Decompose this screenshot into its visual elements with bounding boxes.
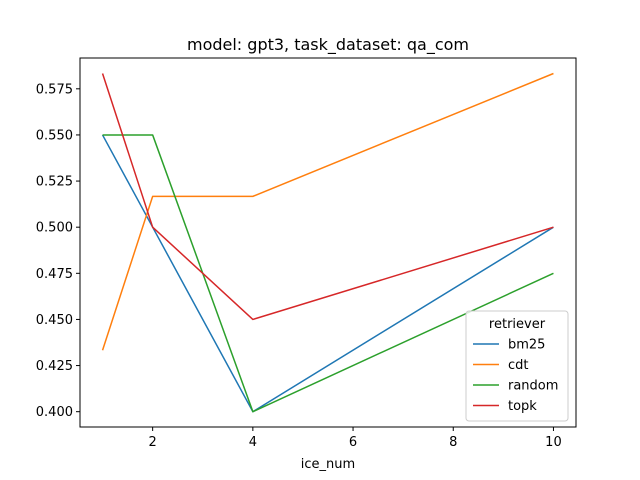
y-tick-label: 0.425: [36, 359, 73, 374]
y-tick-label: 0.475: [36, 267, 73, 282]
plot-frame: [79, 57, 577, 428]
x-tick-label: 6: [349, 435, 357, 450]
x-axis-title: ice_num: [301, 457, 355, 472]
series-line-cdt: [101, 72, 554, 351]
legend-title: retriever: [489, 317, 546, 332]
legend-label-cdt: cdt: [508, 358, 529, 373]
legend-label-random: random: [508, 379, 558, 394]
legend: retriever bm25 cdt random topk: [465, 310, 569, 422]
y-tick-label: 0.450: [36, 313, 73, 328]
x-tick-label: 10: [545, 435, 562, 450]
x-tick-label: 4: [249, 435, 257, 450]
series-layer: [101, 72, 554, 413]
legend-box: [465, 310, 569, 422]
y-tick-label: 0.575: [36, 82, 73, 97]
x-tick-label: 8: [449, 435, 457, 450]
x-axis: 2 4 6 8 10: [149, 427, 562, 450]
x-tick-label: 2: [149, 435, 157, 450]
y-tick-label: 0.400: [36, 405, 73, 420]
series-line-bm25: [101, 134, 554, 413]
legend-label-topk: topk: [508, 399, 537, 414]
y-tick-label: 0.550: [36, 128, 73, 143]
legend-label-bm25: bm25: [508, 338, 545, 353]
chart-title: model: gpt3, task_dataset: qa_com: [187, 35, 469, 55]
series-line-topk: [101, 73, 554, 321]
y-axis: 0.400 0.425 0.450 0.475 0.500 0.525 0.550 0.575: [36, 82, 80, 420]
y-tick-label: 0.525: [36, 175, 73, 190]
y-tick-label: 0.500: [36, 221, 73, 236]
